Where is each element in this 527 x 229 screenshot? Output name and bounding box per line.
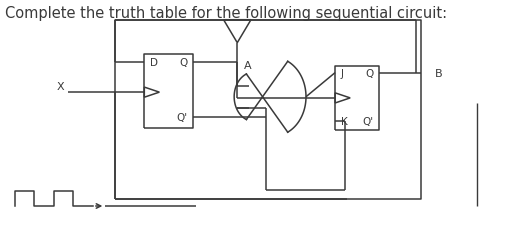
Text: Complete the truth table for the following sequential circuit:: Complete the truth table for the followi… [5,6,447,21]
Text: B: B [434,68,442,78]
Text: D: D [150,58,158,68]
Text: X: X [56,82,64,92]
Text: K: K [341,116,348,126]
Text: A: A [244,61,251,71]
Text: Q': Q' [362,116,373,126]
Text: Q: Q [365,68,373,78]
Text: Q: Q [179,58,188,68]
Text: J: J [341,68,344,78]
Text: Q': Q' [176,113,188,123]
